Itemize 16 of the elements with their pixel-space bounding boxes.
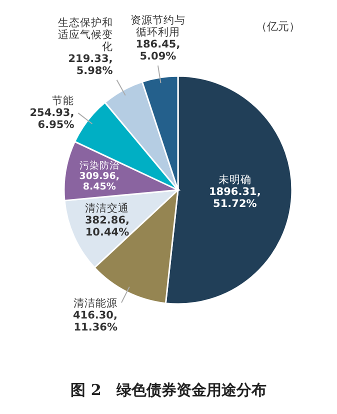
slice-label: 资源节约与循环利用 xyxy=(130,14,186,39)
text: （亿元） xyxy=(256,20,300,33)
slice-label: 未明确 xyxy=(218,173,252,186)
text: 图 2 绿色债券资金用途分布 xyxy=(70,381,266,399)
slice-label: 污染防治 xyxy=(79,160,120,172)
data-label: 382.86, 10.44% xyxy=(84,214,130,239)
data-label: 186.45, 5.09% xyxy=(136,38,180,63)
slice-label: 节能 xyxy=(52,94,74,108)
slice-label: 清洁能源 xyxy=(73,296,118,310)
slice-label: 清洁交通 xyxy=(85,202,130,215)
data-label: 254.93, 6.95% xyxy=(30,107,75,132)
data-label: 416.30, 11.36% xyxy=(72,310,118,334)
data-label: 1896.31, 51.72% xyxy=(209,186,261,210)
data-label: 309.96, 8.45% xyxy=(79,171,120,193)
data-label: 219.33, 5.98% xyxy=(68,52,114,77)
slice-label: 生态保护和适应气候变化 xyxy=(58,16,113,53)
